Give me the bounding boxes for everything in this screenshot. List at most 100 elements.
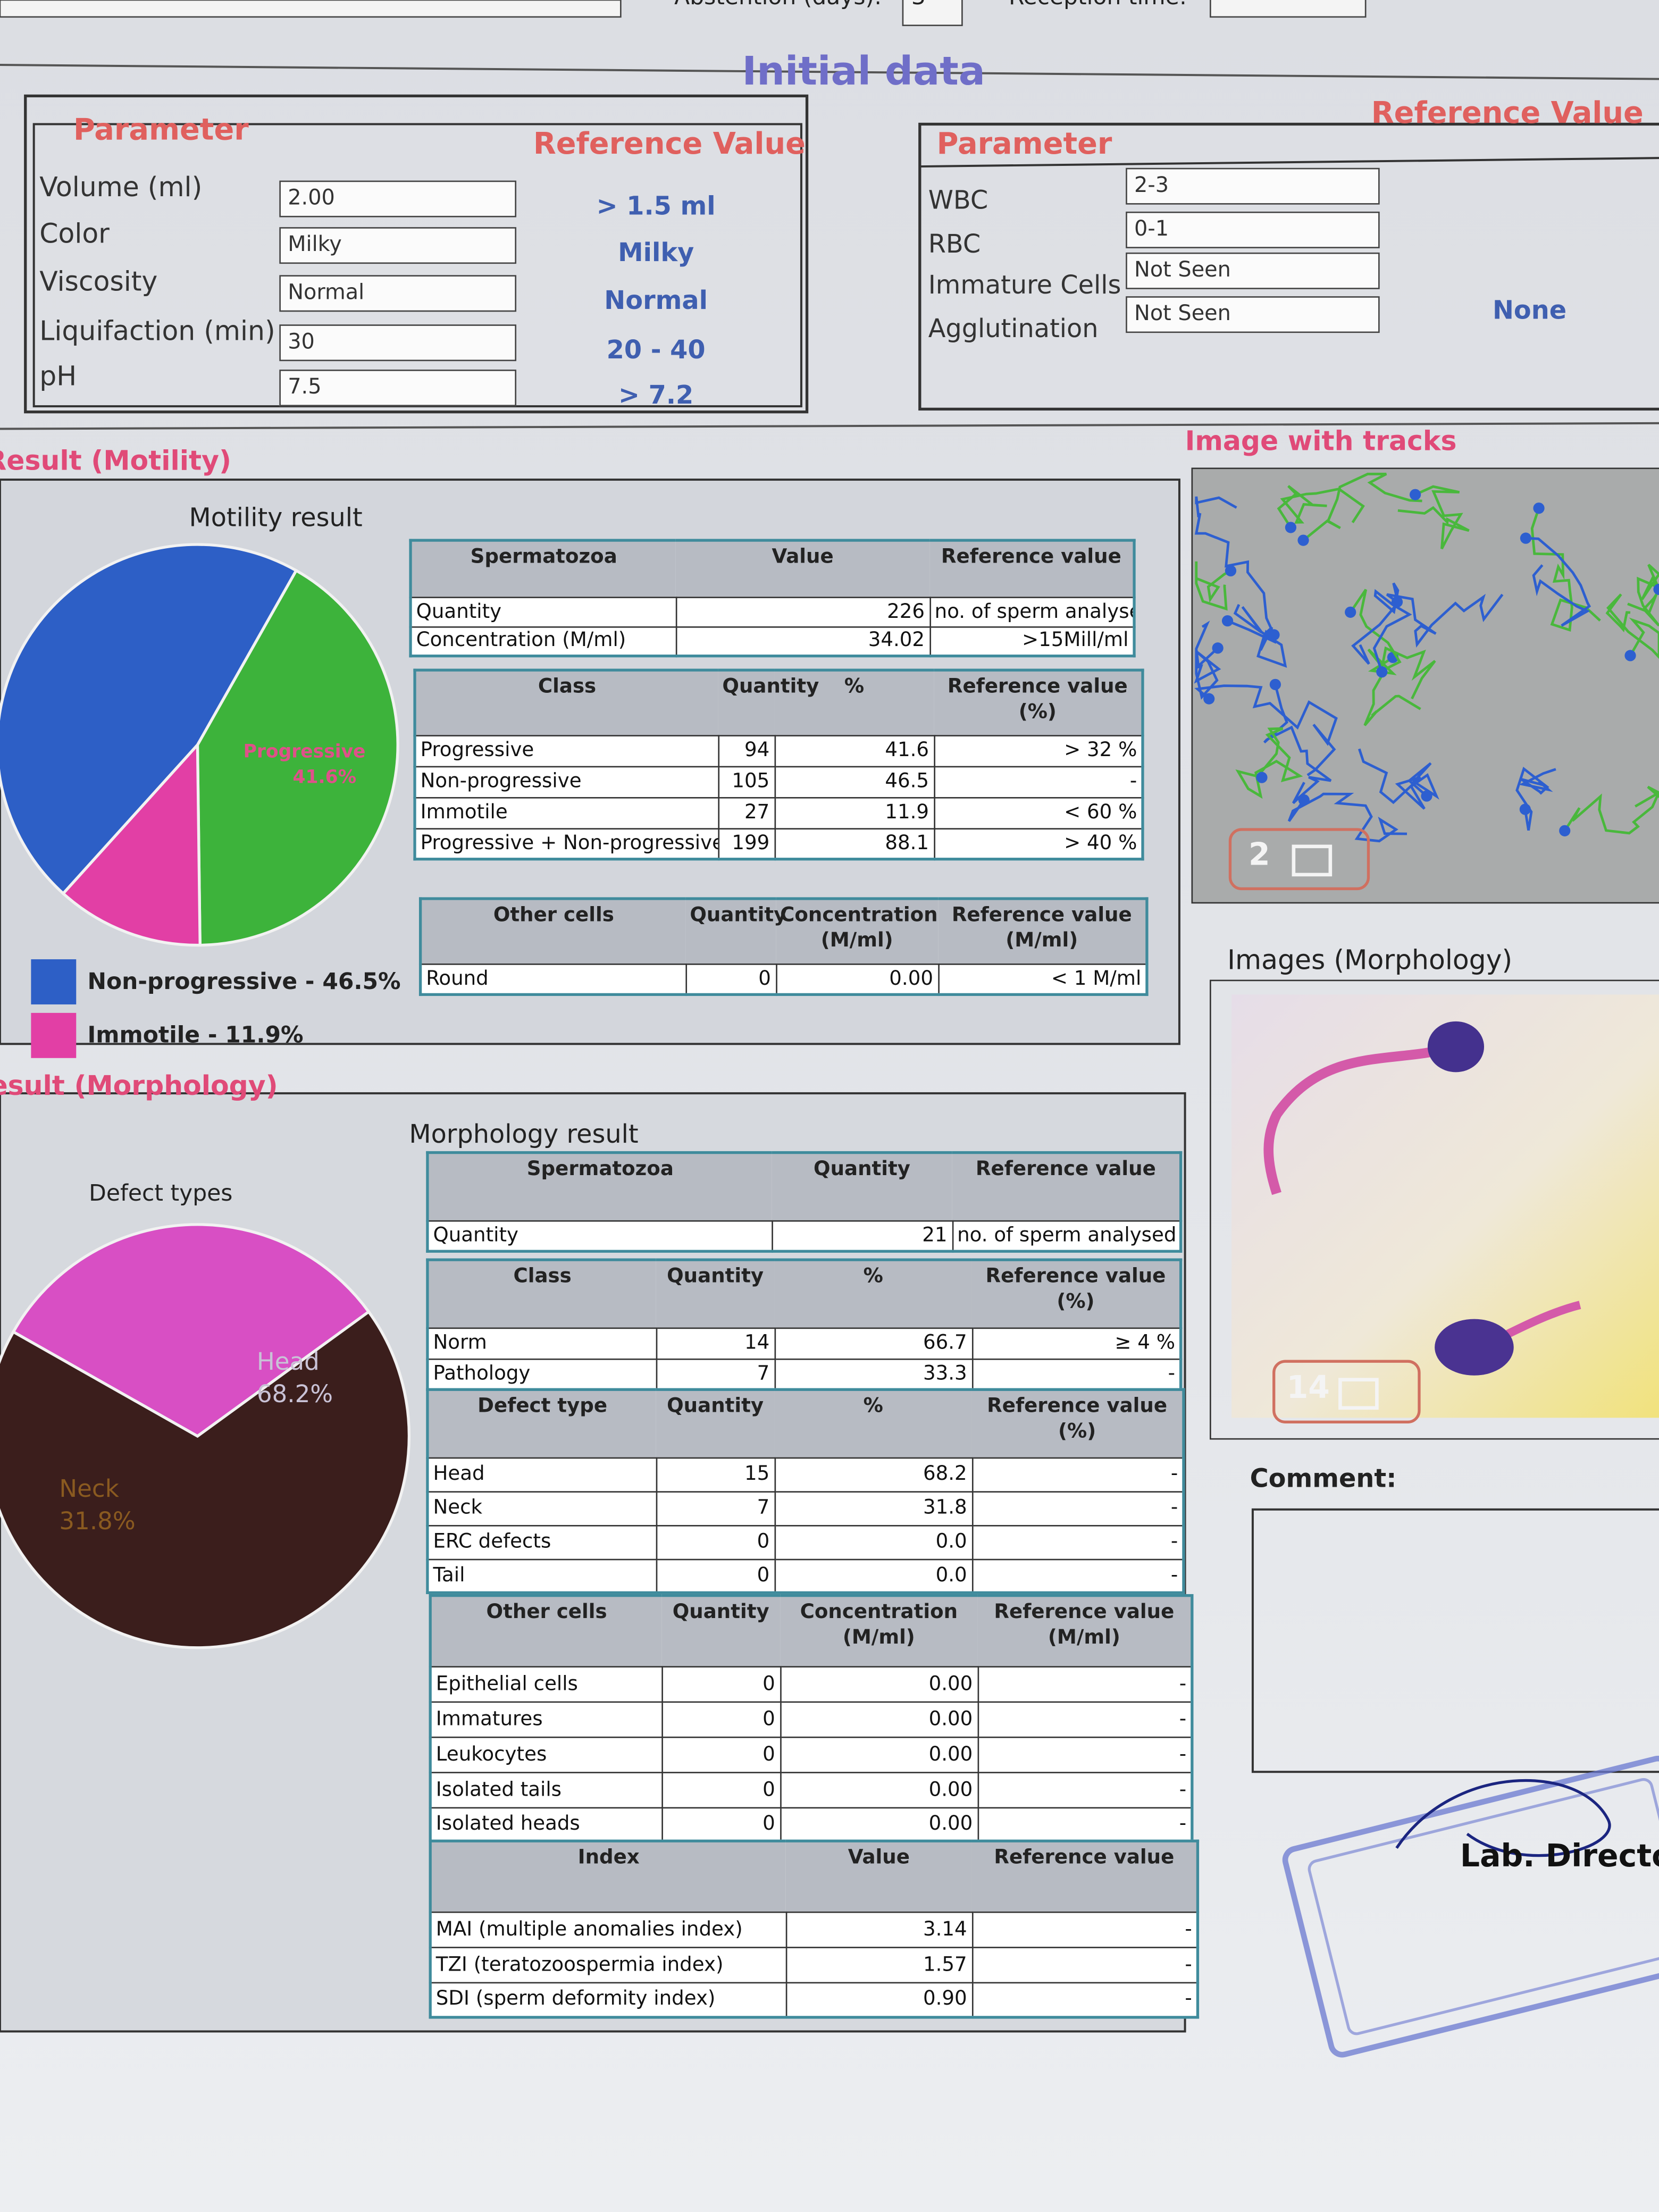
table-row: Tail 0 0.0-: [426, 1558, 1185, 1594]
table-cell: 7: [655, 1490, 775, 1526]
column-header: %: [774, 670, 934, 735]
column-header: Quantity: [656, 1389, 775, 1457]
comment-label: Comment:: [1250, 1464, 1397, 1494]
column-header: %: [774, 1260, 972, 1328]
track-dot: [1297, 534, 1309, 546]
table-cell: 0: [655, 1558, 775, 1594]
track-dot: [1225, 565, 1237, 577]
slice-name: Neck: [59, 1476, 119, 1504]
table-row: Head 15 68.2-: [426, 1456, 1185, 1492]
section-title: Result (Motility): [0, 446, 232, 477]
table-cell: 66.7: [774, 1327, 973, 1360]
table-cell: -: [971, 1946, 1199, 1983]
track: [1627, 564, 1659, 627]
table-cell: MAI (multiple anomalies index): [429, 1911, 787, 1948]
reference-value: Normal: [604, 286, 708, 316]
table-cell: -: [971, 1456, 1185, 1492]
track-dot: [1269, 678, 1281, 690]
table-cell: -: [977, 1806, 1193, 1844]
table-cell: -: [933, 765, 1144, 798]
table-title: Morphology result: [409, 1120, 639, 1150]
table-cell: Progressive: [414, 734, 719, 767]
slice-label: 31.8%: [59, 1508, 136, 1537]
slice-label: 68.2%: [256, 1381, 333, 1410]
badge-icon: [1292, 844, 1333, 877]
report-table: Spermatozoa Quantity Reference value Quanti…: [426, 1151, 1183, 1253]
parameter-label: Viscosity: [39, 266, 158, 298]
top-field: [0, 0, 622, 18]
table-cell: 34.02: [675, 625, 931, 657]
badge-icon: [1338, 1378, 1379, 1410]
table-cell: Immotile: [414, 796, 719, 829]
pie-slice: [196, 568, 399, 947]
track-dot: [1203, 693, 1215, 705]
table-header-row: Spermatozoa Quantity Reference value: [427, 1152, 1181, 1220]
value-field: 7.5: [279, 370, 517, 407]
table-cell: Isolated heads: [429, 1806, 663, 1844]
table-cell: Immatures: [429, 1700, 663, 1738]
table-row: Concentration (M/ml) 34.02 >15Mill/ml: [409, 625, 1135, 657]
value-field: 30: [279, 324, 517, 362]
table-cell: 0: [660, 1700, 781, 1738]
value-field: 0-1: [1126, 211, 1380, 248]
column-header: Reference value (%): [971, 1389, 1184, 1457]
table-cell: -: [971, 1558, 1185, 1594]
pie-slice: [0, 1310, 411, 1649]
table-cell: Concentration (M/ml): [409, 625, 677, 657]
table-cell: Tail: [426, 1558, 657, 1594]
table-cell: 68.2: [774, 1456, 973, 1492]
table-row: MAI (multiple anomalies index) 3.14-: [429, 1911, 1199, 1948]
table-row: Pathology 7 33.3-: [426, 1358, 1182, 1390]
column-header: Parameter: [936, 127, 1112, 161]
table-cell: -: [977, 1665, 1193, 1702]
track-dot: [1421, 790, 1432, 802]
image-badge: 14: [1286, 1371, 1330, 1407]
column-header: Value: [785, 1841, 972, 1912]
table-row: Quantity 21 no. of sperm analysed: [426, 1219, 1182, 1252]
table-header-row: Class Quantity% Reference value (%): [414, 670, 1143, 735]
table-cell: -: [971, 1490, 1185, 1526]
morphology-image-frame: [1209, 979, 1659, 1440]
table-cell: 226: [675, 596, 931, 627]
slice-name: Head: [256, 1348, 320, 1377]
image-title: Image with tracks: [1185, 426, 1457, 457]
track-dot: [1298, 794, 1310, 806]
slice-name: Progressive: [243, 742, 366, 763]
divider: [0, 64, 1659, 80]
table-cell: 14: [655, 1327, 775, 1360]
signature-stroke: [1395, 1779, 1611, 1857]
table-cell: 0.00: [779, 1736, 978, 1773]
top-field: [902, 0, 963, 27]
badge-frame: [1228, 828, 1370, 891]
track-dot: [1533, 502, 1545, 514]
table-row: Isolated tails 0 0.00-: [429, 1771, 1193, 1808]
abstention-label: Abstention (days):: [674, 0, 882, 10]
track: [1351, 582, 1412, 673]
table-cell: >15Mill/ml: [929, 625, 1135, 657]
table-cell: 11.9: [774, 796, 935, 829]
track: [1194, 621, 1221, 700]
value-field: Normal: [279, 275, 517, 312]
column-header: Other cells: [420, 898, 686, 964]
pie-slice: [61, 741, 202, 947]
top-field: [1209, 0, 1367, 18]
column-header: Other cells: [430, 1595, 662, 1666]
table-cell: 3.14: [785, 1911, 973, 1948]
track: [1386, 593, 1504, 648]
column-header: Reference value (M/ml): [938, 898, 1147, 964]
value-field: Milky: [279, 227, 517, 264]
track-dot: [1624, 650, 1636, 661]
stamp: [1282, 1755, 1659, 2058]
table-row: Progressive + Non-progressive 199 88.1 > 40…: [414, 827, 1144, 860]
chart-title: Defect types: [89, 1179, 233, 1206]
track-dot: [1345, 606, 1356, 618]
track: [1526, 537, 1591, 627]
reference-value: Milky: [618, 238, 694, 269]
value-field: Not Seen: [1126, 296, 1380, 333]
table-cell: 0: [660, 1736, 781, 1773]
signature-label: Lab. Director: [1460, 1839, 1659, 1875]
table-row: Norm 14 66.7 ≥ 4 %: [426, 1327, 1182, 1360]
table-cell: Head: [426, 1456, 657, 1492]
reference-value: None: [1492, 296, 1567, 326]
